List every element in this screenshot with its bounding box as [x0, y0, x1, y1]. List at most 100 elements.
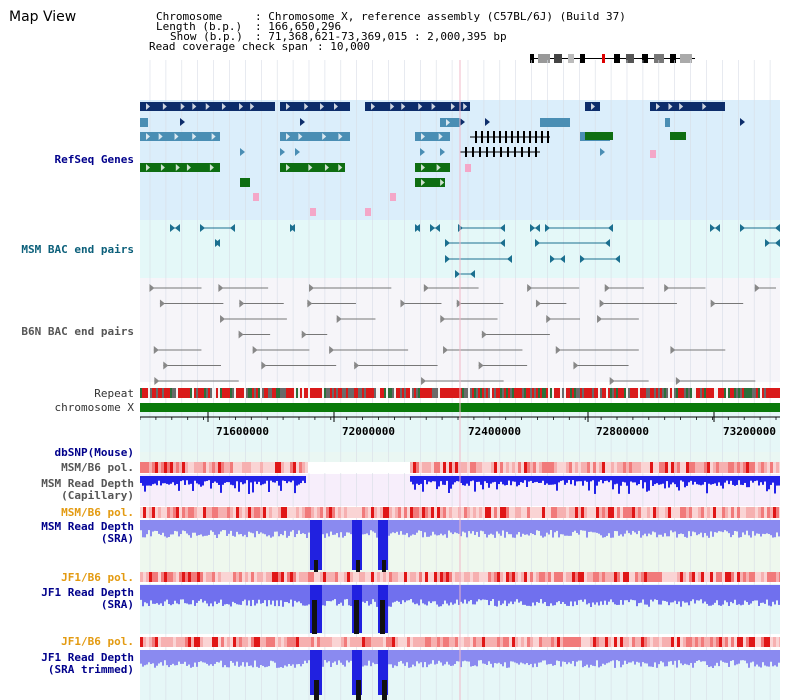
polymorphism-cell [569, 572, 572, 582]
polymorphism-cell [389, 507, 392, 518]
polymorphism-cell [626, 572, 629, 582]
read-depth-bar [366, 585, 368, 602]
msm-bac-end [230, 224, 235, 232]
track-label-msm-b6-pol-1[interactable]: MSM/B6 pol. [61, 461, 134, 474]
read-depth-bar [508, 476, 510, 481]
read-depth-bar [524, 520, 526, 535]
track-label-jf1-b6-pol-1[interactable]: JF1/B6 pol. [61, 571, 134, 584]
polymorphism-cell [683, 637, 686, 647]
polymorphism-cell [665, 507, 668, 518]
track-label-jf1-depth-trim[interactable]: JF1 Read Depth [41, 651, 134, 664]
repeat-segment [410, 388, 412, 398]
msm-bac-end [435, 224, 440, 232]
read-depth-bar [696, 650, 698, 662]
polymorphism-cell [557, 572, 560, 582]
read-depth-bar [226, 585, 228, 604]
repeat-segment [734, 388, 736, 398]
track-label-msm-depth-cap[interactable]: MSM Read Depth [41, 477, 134, 490]
read-depth-bar [518, 476, 520, 486]
polymorphism-cell [176, 637, 179, 647]
read-depth-bar [488, 650, 490, 662]
polymorphism-cell [413, 637, 416, 647]
b6n-bac-end [252, 346, 258, 354]
polymorphism-cell [566, 507, 569, 518]
read-depth-bar [196, 476, 198, 484]
polymorphism-cell [209, 462, 212, 473]
read-depth-bar [684, 650, 686, 664]
b6n-bac-end [478, 361, 484, 370]
read-depth-bar [704, 585, 706, 602]
read-depth-bar [266, 520, 268, 537]
polymorphism-cell [620, 572, 623, 582]
track-label-jf1-b6-pol-2[interactable]: JF1/B6 pol. [61, 635, 134, 648]
polymorphism-cell [437, 572, 440, 582]
polymorphism-cell [740, 637, 743, 647]
read-depth-bar [642, 650, 644, 663]
read-depth-bar [272, 650, 274, 662]
polymorphism-cell [641, 462, 644, 473]
polymorphism-cell [530, 462, 533, 473]
read-depth-bar [660, 585, 662, 605]
polymorphism-cell [188, 572, 191, 582]
read-depth-bar [452, 585, 454, 605]
track-label-dbsnp[interactable]: dbSNP(Mouse) [54, 446, 134, 459]
polymorphism-cell [653, 507, 656, 518]
track-label-msm-depth-sra[interactable]: MSM Read Depth [41, 520, 134, 533]
read-depth-bar [242, 476, 244, 485]
polymorphism-cell [551, 462, 554, 473]
read-depth-bar [306, 650, 308, 664]
polymorphism-cell [152, 637, 155, 647]
polymorphism-cell [212, 637, 215, 647]
track-label-msm-bac[interactable]: MSM BAC end pairs [21, 243, 134, 256]
track-label-msm-b6-pol-2[interactable]: MSM/B6 pol. [61, 506, 134, 519]
read-depth-bar [254, 650, 256, 661]
read-depth-bar [608, 650, 610, 663]
read-depth-bar [570, 650, 572, 664]
track-label-b6n-bac[interactable]: B6N BAC end pairs [21, 325, 134, 338]
polymorphism-cell [374, 637, 377, 647]
read-depth-bar [374, 520, 376, 533]
read-depth-bar [570, 585, 572, 602]
read-depth-bar [756, 476, 758, 481]
polymorphism-cell [641, 572, 644, 582]
repeat-segment [264, 388, 266, 398]
track-label-refseq[interactable]: RefSeq Genes [54, 153, 134, 166]
polymorphism-cell [305, 507, 308, 518]
axis-tick-label-3: 72400000 [468, 425, 521, 438]
track-label-jf1-depth-sra[interactable]: JF1 Read Depth [41, 586, 134, 599]
read-depth-bar [192, 476, 194, 491]
read-depth-bar [366, 520, 368, 534]
read-depth-bar [152, 650, 154, 664]
polymorphism-cell [272, 462, 275, 473]
genome-canvas[interactable]: 71600000 72000000 72400000 72800000 7320… [140, 0, 780, 700]
chromosome-ideogram[interactable] [530, 53, 695, 64]
coverage-value: : 10,000 [317, 40, 370, 53]
polymorphism-cell [734, 637, 737, 647]
polymorphism-cell [683, 572, 686, 582]
polymorphism-cell [323, 507, 326, 518]
polymorphism-cell [368, 572, 371, 582]
read-depth-bar [498, 520, 500, 534]
read-depth-bar [414, 585, 416, 605]
read-depth-bar [762, 650, 764, 663]
read-depth-bar [150, 585, 152, 601]
repeat-segment [614, 388, 616, 398]
polymorphism-cell [473, 507, 476, 518]
polymorphism-cell [461, 572, 464, 582]
read-depth-bar [526, 585, 528, 606]
read-depth-bar [220, 476, 222, 493]
read-depth-bar [304, 476, 306, 484]
read-depth-bar [604, 476, 606, 482]
gene-strand-arrow [250, 103, 255, 110]
repeat-segment [286, 388, 288, 398]
read-depth-bar [420, 520, 422, 531]
polymorphism-cell [464, 572, 467, 582]
read-depth-bar [464, 476, 466, 486]
read-depth-bar [682, 585, 684, 602]
read-depth-bar [200, 650, 202, 662]
polymorphism-cell [308, 462, 311, 473]
repeat-segment [744, 388, 746, 398]
read-depth-bar [460, 650, 462, 668]
read-depth-bar [744, 520, 746, 535]
read-depth-bar [216, 585, 218, 605]
